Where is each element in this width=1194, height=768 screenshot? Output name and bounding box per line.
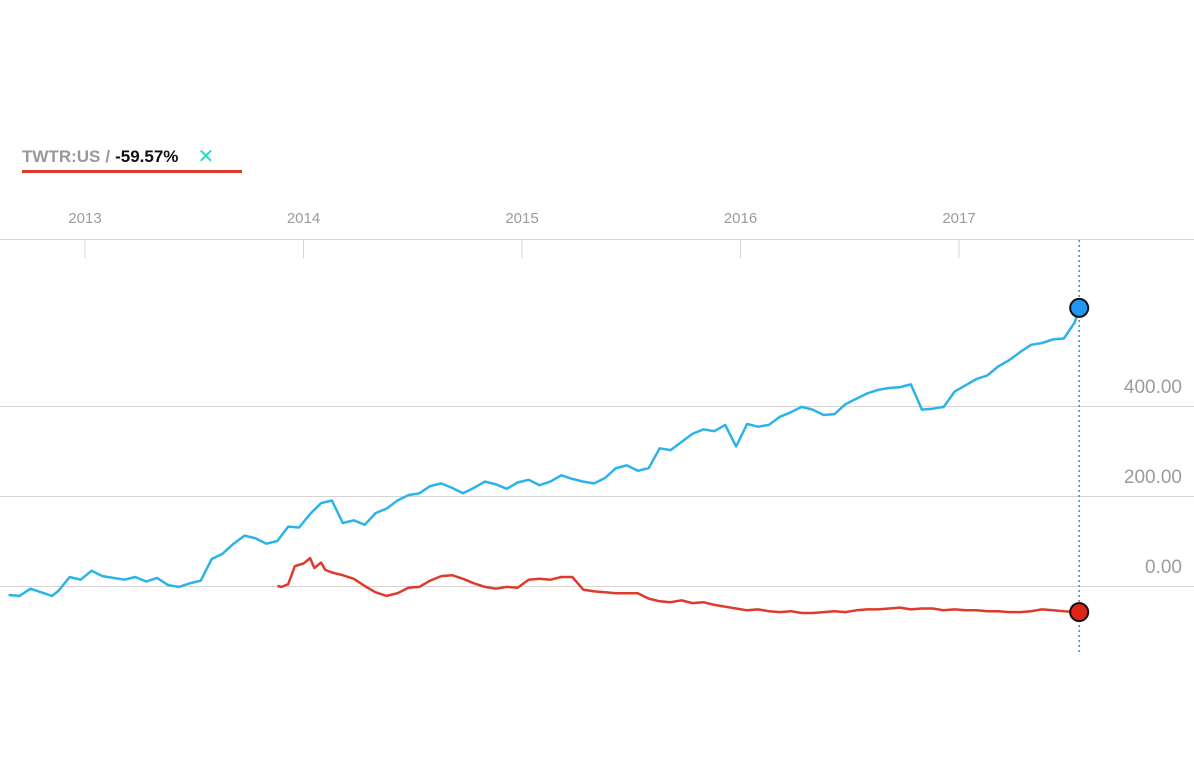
remove-series-icon[interactable]: ✕ [197,146,215,168]
series-line-0 [8,307,1081,598]
series-layer [8,307,1081,615]
legend-underline [22,170,242,173]
legend-change-percent: -59.57% [115,147,179,166]
chart-grid [0,239,1194,587]
x-tick-label: 2015 [505,210,538,227]
series-line-1 [277,556,1080,615]
legend-separator: / [105,147,111,166]
x-tick-label: 2013 [68,210,101,227]
series-end-marker-0[interactable] [1069,297,1090,318]
y-axis-ticks: 400.00 200.00 0.00 [1124,377,1182,578]
x-tick-label: 2016 [724,210,757,227]
series-end-marker-1[interactable] [1069,602,1090,623]
y-tick-label: 0.00 [1145,557,1182,578]
series-legend-chip[interactable]: TWTR:US / -59.57% ✕ [22,145,214,169]
x-tick-label: 2017 [942,210,975,227]
y-tick-label: 200.00 [1124,467,1182,488]
marker-layer [1069,297,1090,623]
x-tick-label: 2014 [287,210,320,227]
x-axis-ticks: 2013 2014 2015 2016 2017 [68,210,976,258]
legend-ticker: TWTR:US [22,147,101,166]
y-tick-label: 400.00 [1124,377,1182,398]
